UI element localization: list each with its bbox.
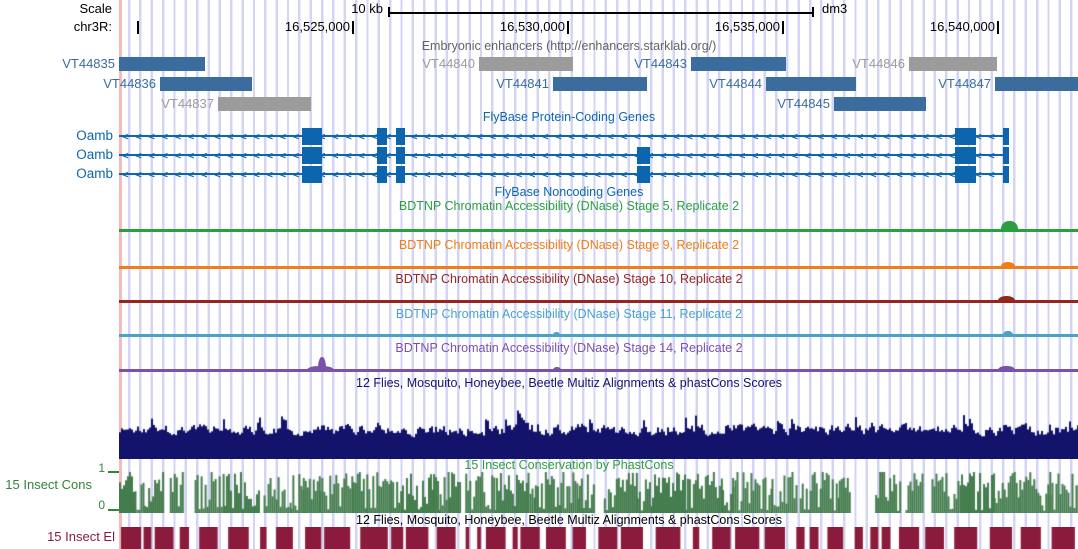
enhancer-feature-label[interactable]: VT44845 [777,96,830,111]
bdtnp-track-title: BDTNP Chromatin Accessibility (DNase) St… [395,272,743,286]
enhancer-feature-label[interactable]: VT44836 [103,76,156,91]
gene-exon [302,127,322,145]
phastcons-axis-max-tick [108,471,119,473]
gene-exon [1003,165,1009,183]
gene-exon [302,146,322,164]
bdtnp-baseline [119,369,1078,372]
enhancer-feature-label[interactable]: VT44837 [161,96,214,111]
coordinate-tick [352,21,354,34]
intron-line [119,172,1009,176]
gene-label: Oamb [76,147,113,162]
scale-bar-tick-left [388,7,390,17]
enhancer-feature[interactable] [479,57,573,71]
bdtnp-signal-peak [998,366,1015,371]
phastcons-axis-max: 1 [98,461,105,475]
gene-exon [302,165,322,183]
scale-bar-tick-right [812,7,814,17]
bdtnp-track-title: BDTNP Chromatin Accessibility (DNase) St… [398,238,740,252]
phastcons-track-title: 15 Insect Conservation by PhastCons [464,458,674,472]
gene-exon [955,165,976,183]
bdtnp-baseline [119,334,1078,337]
gene-exon [637,165,650,183]
enhancer-feature[interactable] [691,57,786,71]
coordinate-number: 16,540,000 [929,19,995,34]
enhancer-feature[interactable] [995,77,1078,91]
enhancer-feature-label[interactable]: VT44847 [938,76,991,91]
bdtnp-baseline [119,266,1078,269]
scale-value: 10 kb [351,1,383,16]
flybase-coding-title: FlyBase Protein-Coding Genes [482,110,656,124]
enhancer-feature-label[interactable]: VT44835 [62,56,115,71]
enhancer-feature[interactable] [766,77,856,91]
region-start-line [119,0,122,549]
enhancer-feature-label[interactable]: VT44843 [634,56,687,71]
enhancer-feature-label[interactable]: VT44840 [422,56,475,71]
insect-elements-left-label[interactable]: 15 Insect El [47,529,115,544]
bdtnp-signal-peak [1003,331,1013,336]
flybase-noncoding-title: FlyBase Noncoding Genes [494,185,644,199]
bdtnp-signal-peak [553,367,561,371]
scale-label: Scale [79,1,112,16]
multiz-track-title: 12 Flies, Mosquito, Honeybee, Beetle Mul… [356,376,782,390]
phastcons-axis-min: 0 [98,498,105,512]
bdtnp-baseline [119,300,1078,303]
scale-bar-line [388,12,813,14]
enhancer-feature[interactable] [834,97,926,111]
coordinate-number: 16,525,000 [284,19,350,34]
strand-arrows: <<<<<<<<<<<<<<<<<<<<<<<<<<<<<<<<<<<<<<<<… [122,167,1002,181]
coordinate-number: 16,535,000 [714,19,780,34]
bdtnp-signal-peak [998,296,1015,302]
gene-exon [955,127,976,145]
intron-line [119,153,1009,157]
bdtnp-track-title: BDTNP Chromatin Accessibility (DNase) St… [395,307,743,321]
multiz-alignment-histogram[interactable] [119,392,1078,459]
intron-line [119,134,1009,138]
gene-label: Oamb [76,166,113,181]
enhancer-feature[interactable] [218,97,311,111]
gene-exon [1003,127,1009,145]
phastcons-axis-min-tick [108,509,119,511]
bdtnp-signal-peak [553,332,560,336]
enhancer-feature[interactable] [553,77,647,91]
strand-arrows: <<<<<<<<<<<<<<<<<<<<<<<<<<<<<<<<<<<<<<<<… [122,148,1002,162]
gene-exon [377,146,387,164]
bdtnp-signal-peak [1001,221,1018,231]
gene-label: Oamb [76,128,113,143]
coordinate-tick [137,21,139,34]
coordinate-number: 16,530,000 [499,19,565,34]
bdtnp-track-title: BDTNP Chromatin Accessibility (DNase) St… [398,199,740,213]
strand-arrows: <<<<<<<<<<<<<<<<<<<<<<<<<<<<<<<<<<<<<<<<… [122,129,1002,143]
enhancers-track-title: Embryonic enhancers (http://enhancers.st… [421,39,717,53]
gene-exon [377,165,387,183]
assembly-label: dm3 [822,1,848,16]
gene-exon [396,146,405,164]
coordinate-tick [782,21,784,34]
enhancer-feature-label[interactable]: VT44844 [709,76,762,91]
bdtnp-signal-peak [1001,262,1015,268]
enhancer-feature-label[interactable]: VT44846 [852,56,905,71]
enhancer-feature[interactable] [909,57,997,71]
bdtnp-baseline [119,229,1078,232]
gene-exon [1003,146,1009,164]
bdtnp-track-title: BDTNP Chromatin Accessibility (DNase) St… [395,341,743,355]
enhancer-feature-label[interactable]: VT44841 [496,76,549,91]
enhancer-feature[interactable] [119,57,205,71]
gene-exon [377,127,387,145]
coordinate-tick [567,21,569,34]
insect-elements-track[interactable] [119,527,1078,549]
phastcons-left-label[interactable]: 15 Insect Cons [5,477,92,492]
coordinate-tick [997,21,999,34]
gene-exon [637,146,650,164]
chromosome-label: chr3R: [73,19,112,34]
gene-exon [396,165,405,183]
enhancer-feature[interactable] [160,77,252,91]
phastcons-histogram[interactable] [119,471,1078,513]
gene-exon [396,127,405,145]
bdtnp-signal-peak [318,357,326,371]
gene-exon [955,146,976,164]
elements-track-title: 12 Flies, Mosquito, Honeybee, Beetle Mul… [356,513,782,527]
